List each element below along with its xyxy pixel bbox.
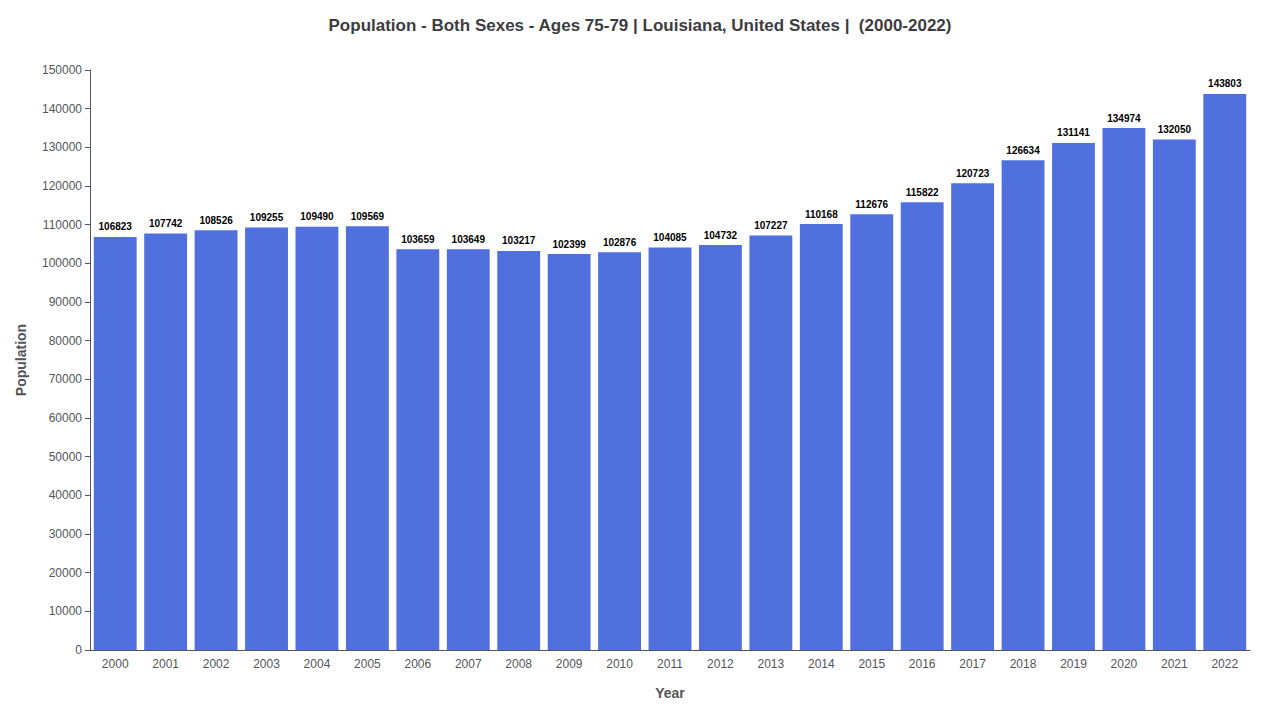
svg-text:130000: 130000	[42, 140, 82, 154]
svg-text:20000: 20000	[49, 566, 83, 580]
svg-text:50000: 50000	[49, 450, 83, 464]
svg-text:2013: 2013	[758, 657, 785, 671]
svg-text:Population - Both Sexes - Ages: Population - Both Sexes - Ages 75-79 | L…	[329, 16, 952, 35]
svg-text:102399: 102399	[552, 239, 586, 250]
svg-text:115822: 115822	[906, 187, 939, 198]
svg-text:120723: 120723	[956, 168, 990, 179]
svg-text:108526: 108526	[199, 215, 233, 226]
svg-text:2016: 2016	[909, 657, 936, 671]
svg-text:2002: 2002	[203, 657, 230, 671]
svg-text:30000: 30000	[49, 527, 83, 541]
svg-text:2014: 2014	[808, 657, 835, 671]
svg-text:150000: 150000	[42, 63, 82, 77]
svg-text:106823: 106823	[99, 221, 133, 232]
svg-text:0: 0	[75, 643, 82, 657]
svg-text:Population: Population	[13, 324, 29, 396]
svg-text:40000: 40000	[49, 488, 83, 502]
svg-text:143803: 143803	[1208, 78, 1242, 89]
svg-text:2005: 2005	[354, 657, 381, 671]
svg-text:107227: 107227	[754, 220, 788, 231]
svg-text:2019: 2019	[1060, 657, 1087, 671]
svg-text:107742: 107742	[149, 218, 183, 229]
svg-text:103217: 103217	[502, 235, 536, 246]
svg-text:120000: 120000	[42, 179, 82, 193]
svg-text:110168: 110168	[805, 209, 838, 220]
svg-text:10000: 10000	[49, 604, 83, 618]
svg-text:103659: 103659	[401, 234, 435, 245]
svg-text:70000: 70000	[49, 372, 83, 386]
svg-text:2003: 2003	[253, 657, 280, 671]
svg-text:2010: 2010	[606, 657, 633, 671]
svg-text:2022: 2022	[1211, 657, 1238, 671]
svg-text:100000: 100000	[42, 256, 82, 270]
svg-text:2001: 2001	[152, 657, 179, 671]
svg-text:2009: 2009	[556, 657, 583, 671]
svg-text:2006: 2006	[404, 657, 431, 671]
svg-text:2015: 2015	[858, 657, 885, 671]
svg-text:60000: 60000	[49, 411, 83, 425]
svg-text:134974: 134974	[1107, 113, 1141, 124]
svg-text:140000: 140000	[42, 102, 82, 116]
svg-text:2017: 2017	[959, 657, 986, 671]
svg-text:104732: 104732	[704, 230, 738, 241]
svg-text:Year: Year	[655, 685, 685, 701]
svg-text:103649: 103649	[452, 234, 486, 245]
svg-text:109490: 109490	[300, 211, 334, 222]
svg-text:2008: 2008	[505, 657, 532, 671]
svg-text:109255: 109255	[250, 212, 284, 223]
svg-text:2020: 2020	[1111, 657, 1138, 671]
svg-text:112676: 112676	[855, 199, 888, 210]
svg-text:109569: 109569	[351, 211, 385, 222]
svg-text:2000: 2000	[102, 657, 129, 671]
svg-text:2018: 2018	[1010, 657, 1037, 671]
svg-text:2004: 2004	[304, 657, 331, 671]
svg-text:2007: 2007	[455, 657, 482, 671]
svg-text:2021: 2021	[1161, 657, 1188, 671]
svg-text:102876: 102876	[603, 237, 637, 248]
svg-text:90000: 90000	[49, 295, 83, 309]
svg-text:131141: 131141	[1057, 127, 1090, 138]
svg-text:80000: 80000	[49, 334, 83, 348]
svg-text:132050: 132050	[1158, 124, 1192, 135]
svg-text:104085: 104085	[653, 232, 687, 243]
svg-text:2012: 2012	[707, 657, 734, 671]
svg-text:110000: 110000	[43, 218, 82, 232]
svg-text:126634: 126634	[1006, 145, 1040, 156]
svg-text:2011: 2011	[657, 657, 683, 671]
